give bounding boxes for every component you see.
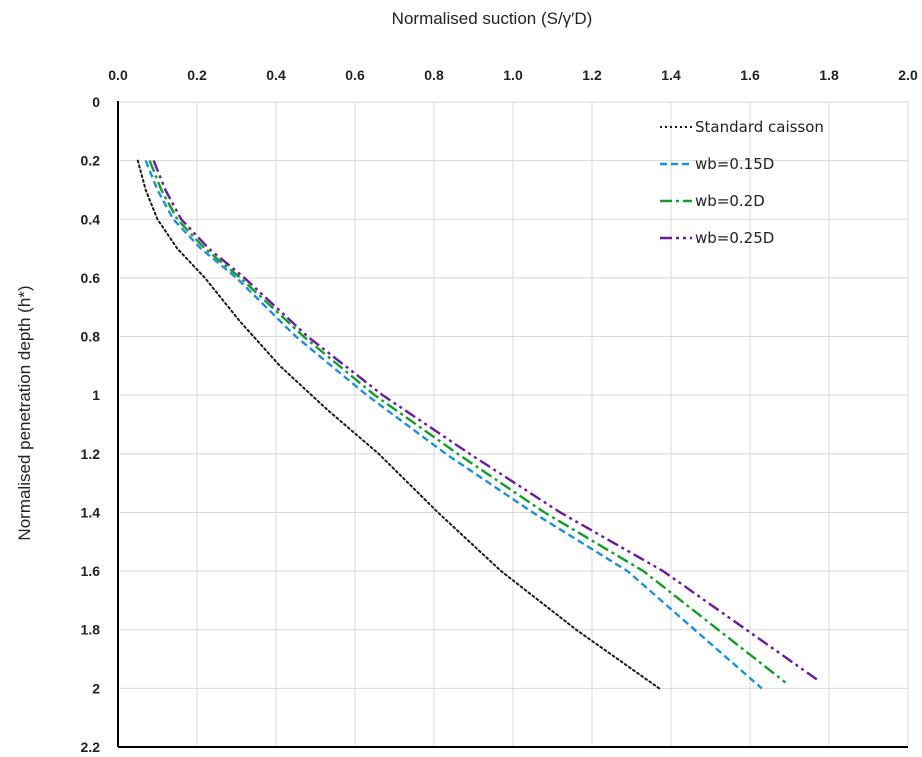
series-layer xyxy=(136,159,818,690)
y-tick-label: 0 xyxy=(92,94,100,110)
y-tick-label: 2 xyxy=(92,680,100,696)
y-tick-label: 1.2 xyxy=(81,446,101,462)
legend-label: wb=0.15D xyxy=(695,155,774,173)
legend-label: Standard caisson xyxy=(695,118,824,136)
x-tick-label: 0.2 xyxy=(187,67,207,83)
x-tick-label: 1.4 xyxy=(661,67,681,83)
legend-label: wb=0.25D xyxy=(695,229,774,247)
series-line-4 xyxy=(152,160,818,681)
series-line-2 xyxy=(144,160,763,690)
y-tick-label: 0.8 xyxy=(81,329,101,345)
x-tick-label: 1.8 xyxy=(819,67,839,83)
series-line-1 xyxy=(136,159,661,690)
x-tick-label: 2.0 xyxy=(898,67,918,83)
legend-label: wb=0.2D xyxy=(695,192,765,210)
x-tick-label: 0.8 xyxy=(424,67,444,83)
y-tick-label: 1 xyxy=(92,387,100,403)
series-line-3 xyxy=(148,160,787,684)
y-tick-label: 1.6 xyxy=(81,563,101,579)
y-axis-title: Normalised penetration depth (h*) xyxy=(15,285,34,540)
x-tick-label: 1.2 xyxy=(582,67,602,83)
x-axis-title: Normalised suction (S/γ′D) xyxy=(392,9,593,28)
y-tick-label: 1.8 xyxy=(81,622,101,638)
x-tick-label: 0.6 xyxy=(345,67,365,83)
x-tick-label: 1.0 xyxy=(503,67,523,83)
x-tick-label: 1.6 xyxy=(740,67,760,83)
y-tick-label: 0.2 xyxy=(81,153,101,169)
y-tick-label: 2.2 xyxy=(81,739,101,755)
y-tick-label: 0.6 xyxy=(81,270,101,286)
y-tick-label: 0.4 xyxy=(81,211,101,227)
legend: Standard caisson wb=0.15D wb=0.2D wb=0.25D xyxy=(660,118,824,247)
tick-labels: 0.0 0.2 0.4 0.6 0.8 1.0 1.2 1.4 1.6 1.8 2.0 0 0.2 0.4… xyxy=(81,67,918,755)
y-tick-label: 1.4 xyxy=(81,504,101,520)
x-tick-label: 0.4 xyxy=(266,67,286,83)
x-tick-label: 0.0 xyxy=(108,67,128,83)
grid xyxy=(117,101,909,748)
axes xyxy=(117,101,908,748)
